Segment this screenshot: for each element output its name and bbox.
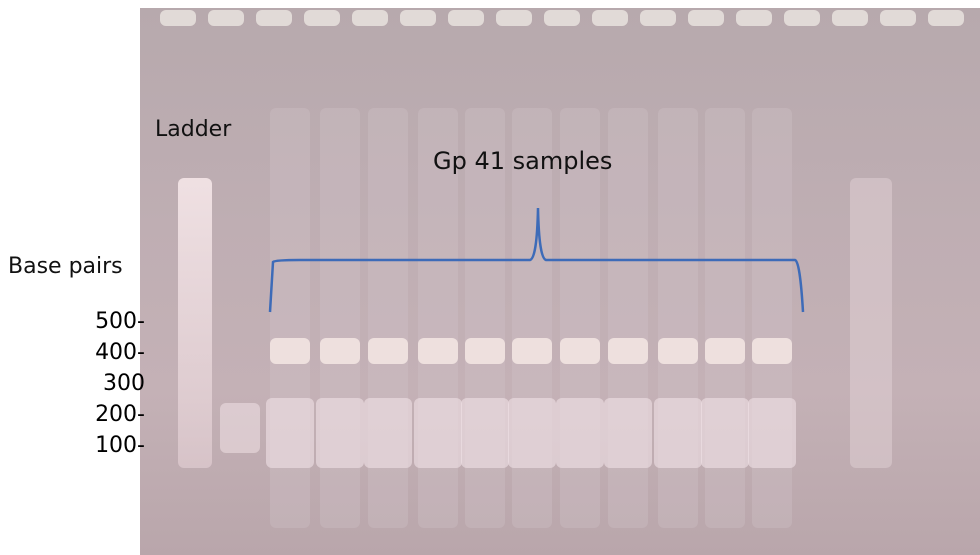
gel-lane [544,10,580,26]
gel-lane [705,338,745,364]
gel-lane [414,398,462,468]
gel-lane [178,178,212,468]
gel-lane [508,398,556,468]
sample-bracket [268,207,805,313]
gel-lane [364,398,412,468]
gel-lane [784,10,820,26]
gel-lane [560,338,600,364]
group-label: Gp 41 samples [433,147,613,175]
gel-image [140,8,980,555]
size-mark: 500- [95,309,145,334]
gel-lane [256,10,292,26]
gel-lane [208,10,244,26]
ladder-label: Ladder [155,117,232,142]
gel-lane [368,338,408,364]
gel-lane [320,338,360,364]
gel-lane [658,338,698,364]
gel-lane [701,398,749,468]
gel-lane [928,10,964,26]
gel-lane [461,398,509,468]
gel-lane [316,398,364,468]
gel-lane [556,398,604,468]
gel-lane [266,398,314,468]
gel-lane [418,338,458,364]
gel-lane [448,10,484,26]
size-mark: 100- [95,433,145,458]
gel-lane [748,398,796,468]
axis-title: Base pairs [8,254,123,279]
gel-lane [220,403,260,453]
size-mark: 300 [103,371,145,396]
gel-lane [880,10,916,26]
size-mark: 200- [95,402,145,427]
gel-lane [604,398,652,468]
gel-lane [736,10,772,26]
gel-lane [654,398,702,468]
gel-lane [592,10,628,26]
gel-lane [640,10,676,26]
gel-lane [752,338,792,364]
gel-lane [160,10,196,26]
gel-lane [400,10,436,26]
gel-lane [496,10,532,26]
gel-lane [688,10,724,26]
gel-lane [270,338,310,364]
gel-lane [850,178,892,468]
size-marks: 500- 400- 300 200- 100- [60,306,145,461]
size-mark: 400- [95,340,145,365]
gel-lane [832,10,868,26]
gel-lane [304,10,340,26]
gel-lane [465,338,505,364]
gel-lane [512,338,552,364]
gel-lane [608,338,648,364]
gel-lane [352,10,388,26]
